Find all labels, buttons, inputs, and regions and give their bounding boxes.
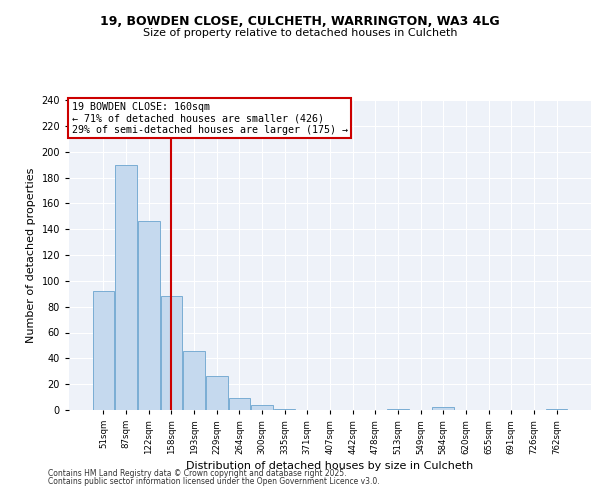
Text: 19, BOWDEN CLOSE, CULCHETH, WARRINGTON, WA3 4LG: 19, BOWDEN CLOSE, CULCHETH, WARRINGTON, …	[100, 15, 500, 28]
Bar	[93, 291, 114, 410]
Bar	[138, 222, 160, 410]
Bar	[206, 376, 227, 410]
Bar	[251, 405, 273, 410]
X-axis label: Distribution of detached houses by size in Culcheth: Distribution of detached houses by size …	[187, 461, 473, 471]
Bar	[546, 408, 567, 410]
Bar	[229, 398, 250, 410]
Y-axis label: Number of detached properties: Number of detached properties	[26, 168, 36, 342]
Bar	[161, 296, 182, 410]
Bar	[387, 408, 409, 410]
Text: Size of property relative to detached houses in Culcheth: Size of property relative to detached ho…	[143, 28, 457, 38]
Bar	[115, 164, 137, 410]
Bar	[184, 350, 205, 410]
Text: 19 BOWDEN CLOSE: 160sqm
← 71% of detached houses are smaller (426)
29% of semi-d: 19 BOWDEN CLOSE: 160sqm ← 71% of detache…	[71, 102, 347, 134]
Bar	[433, 408, 454, 410]
Text: Contains public sector information licensed under the Open Government Licence v3: Contains public sector information licen…	[48, 477, 380, 486]
Text: Contains HM Land Registry data © Crown copyright and database right 2025.: Contains HM Land Registry data © Crown c…	[48, 468, 347, 477]
Bar	[274, 408, 295, 410]
